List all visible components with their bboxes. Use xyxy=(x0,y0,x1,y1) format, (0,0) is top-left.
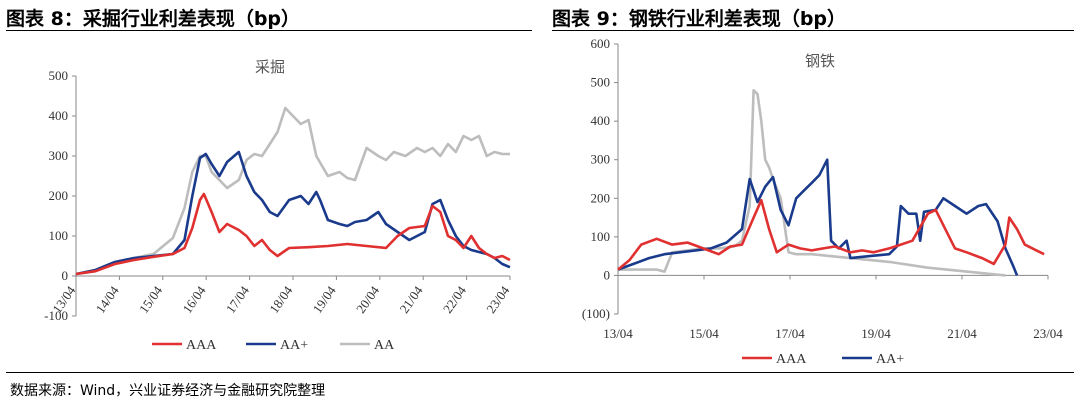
chart-8-y-tick-label: 200 xyxy=(49,188,69,203)
chart-8-x-tick-label: 17/04 xyxy=(223,283,253,316)
chart-8-x-tick-label: 16/04 xyxy=(179,283,209,316)
chart-9-series-aaa-line xyxy=(617,198,1045,271)
figure-8-title: 图表 8：采掘行业利差表现（bp） xyxy=(6,8,301,30)
chart-9-y-tick-label: (100) xyxy=(582,306,610,321)
chart-8-x-tick-label: 22/04 xyxy=(440,283,470,316)
chart-9-y-tick-label: 500 xyxy=(591,75,611,90)
chart-8-x-tick-label: 21/04 xyxy=(396,283,426,316)
chart-9-x-tick-label: 19/04 xyxy=(861,326,891,341)
chart-9-y-tick-label: 300 xyxy=(591,152,611,167)
chart-9-y-tick-label: 0 xyxy=(604,267,611,282)
chart-8-series-aaa-line xyxy=(75,192,511,276)
chart-9-series-aaplus-line xyxy=(617,158,1019,276)
chart-9-title: 钢铁 xyxy=(805,52,835,70)
chart-8-y-tick-label: 300 xyxy=(49,148,69,163)
chart-9-y-tick-label: 200 xyxy=(591,190,611,205)
chart-9-legend-label: AA+ xyxy=(876,352,904,367)
source-rule xyxy=(6,372,1074,373)
figure-9-title-rule xyxy=(552,30,1074,31)
chart-8-y-tick-label: 100 xyxy=(49,228,69,243)
chart-8-y-tick-label: 400 xyxy=(49,108,69,123)
chart-8-series-aa-line xyxy=(75,106,510,276)
source-note: 数据来源：Wind，兴业证券经济与金融研究院整理 xyxy=(10,383,326,399)
chart-8-x-tick-label: 20/04 xyxy=(353,283,383,316)
chart-8-x-tick-label: 15/04 xyxy=(136,283,166,316)
chart-9-y-tick-label: 100 xyxy=(591,229,611,244)
chart-9-y-tick-label: 400 xyxy=(591,113,611,128)
chart-8-x-tick-label: 13/04 xyxy=(49,283,79,316)
chart-8-y-tick-label: 500 xyxy=(49,68,69,83)
chart-9-x-tick-label: 13/04 xyxy=(603,326,633,341)
chart-8-title: 采掘 xyxy=(255,58,285,76)
chart-9-x-tick-label: 17/04 xyxy=(775,326,805,341)
chart-8-legend-label: AAA xyxy=(186,338,217,353)
chart-9-y-tick-label: 600 xyxy=(591,36,611,51)
chart-8-x-tick-label: 19/04 xyxy=(310,283,340,316)
chart-8-legend-label: AA+ xyxy=(280,338,308,353)
chart-8-x-tick-label: 14/04 xyxy=(93,283,123,316)
chart-9-x-tick-label: 21/04 xyxy=(947,326,977,341)
figure-9-title: 图表 9：钢铁行业利差表现（bp） xyxy=(552,8,847,30)
figure-8-title-rule xyxy=(6,30,532,31)
chart-8-series-aaplus-line xyxy=(75,150,511,276)
chart-9-x-tick-label: 23/04 xyxy=(1033,326,1063,341)
chart-8-y-tick-label: 0 xyxy=(62,268,69,283)
chart-8-legend-label: AA xyxy=(374,338,395,353)
chart-9-x-tick-label: 15/04 xyxy=(689,326,719,341)
chart-8-x-tick-label: 23/04 xyxy=(483,283,513,316)
chart-9-legend-label: AAA xyxy=(776,352,807,367)
chart-8-x-tick-label: 18/04 xyxy=(266,283,296,316)
chart-8-y-tick-label: -100 xyxy=(44,308,68,323)
